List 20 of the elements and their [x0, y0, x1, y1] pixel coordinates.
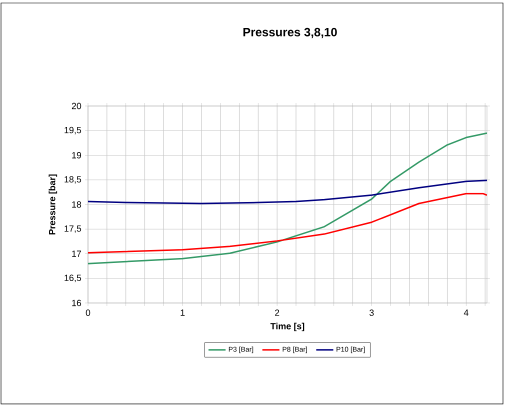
y-tick-label: 17	[72, 250, 82, 257]
x-tick-label: 0	[86, 310, 90, 316]
line-series	[88, 192, 487, 254]
x-tick-label: 2	[275, 310, 280, 316]
x-tick-label: 3	[369, 310, 374, 316]
chart-title: Pressures 3,8,10	[243, 28, 337, 38]
x-tick-label: 4	[464, 310, 468, 316]
y-tick-label: 18,5	[64, 176, 82, 184]
y-tick-label: 18	[72, 201, 82, 208]
y-tick-label: 16	[72, 300, 82, 306]
y-tick-label: 20	[72, 102, 82, 110]
y-axis-title: Pressure [bar]	[48, 174, 58, 234]
line-series	[88, 180, 487, 204]
line-series	[88, 132, 487, 264]
y-tick-label: 19	[72, 152, 82, 158]
y-tick-label: 17,5	[64, 225, 82, 233]
y-tick-label: 19,5	[64, 126, 82, 134]
x-tick-label: 1	[180, 310, 185, 316]
y-tick-label: 16,5	[64, 274, 82, 282]
x-axis-title: Time [s]	[270, 322, 304, 332]
